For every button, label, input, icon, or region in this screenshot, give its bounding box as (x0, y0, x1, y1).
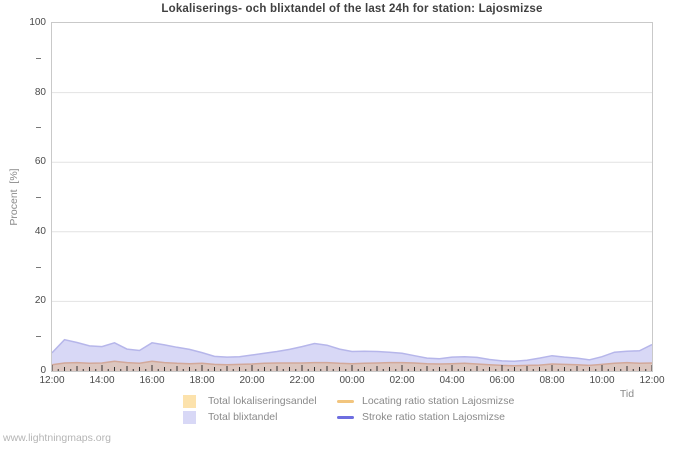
y-tick-label: 60 (34, 156, 46, 168)
x-tick-label: 02:00 (389, 375, 415, 386)
x-tick-label: 14:00 (89, 375, 115, 386)
y-tick-label: 100 (29, 17, 46, 28)
line-locating-ratio (52, 360, 652, 367)
legend-swatch-total-blixtandel (183, 410, 196, 424)
x-tick-label: 08:00 (539, 375, 565, 386)
x-tick-label: 16:00 (139, 375, 165, 386)
legend-row-2: Total blixtandel Stroke ratio station La… (183, 409, 514, 425)
y-tick-label: 20 (34, 295, 46, 307)
y-minor-tick (36, 266, 41, 268)
x-tick-label: 06:00 (489, 375, 515, 386)
y-minor-tick (36, 127, 41, 129)
legend-label-stroke-ratio: Stroke ratio station Lajosmizse (362, 411, 505, 423)
y-axis-tick-labels: 0 20 40 60 80 100 (0, 0, 46, 450)
y-axis-title: Procent [%] (8, 168, 20, 226)
x-tick-label: 12:00 (639, 375, 665, 386)
plot-frame (51, 22, 653, 372)
watermark-text: www.lightningmaps.org (3, 432, 111, 444)
y-minor-tick (36, 57, 41, 59)
x-tick-label: 20:00 (239, 375, 265, 386)
legend-label-locating-ratio: Locating ratio station Lajosmizse (362, 395, 515, 407)
y-minor-tick (36, 197, 41, 198)
legend-swatch-stroke-ratio (337, 415, 354, 419)
legend-label-total-blixtandel: Total blixtandel (208, 411, 278, 423)
x-axis-title: Tid (619, 388, 635, 400)
line-stroke-ratio (52, 338, 652, 363)
x-axis-tick-labels: 12:00 14:00 16:00 18:00 20:00 22:00 00:00 02:00… (0, 375, 700, 389)
y-tick-label: 80 (34, 86, 46, 98)
legend: Total lokaliseringsandel Locating ratio … (183, 393, 514, 425)
x-tick-label: 04:00 (439, 375, 465, 386)
legend-swatch-locating-ratio (337, 399, 354, 403)
legend-row-1: Total lokaliseringsandel Locating ratio … (183, 393, 514, 409)
y-minor-tick (36, 336, 41, 338)
legend-label-total-lokaliseringsandel: Total lokaliseringsandel (208, 395, 317, 407)
y-tick-label: 0 (40, 365, 46, 376)
plot-canvas (52, 92, 652, 371)
x-tick-label: 22:00 (289, 375, 315, 386)
legend-swatch-total-lokaliseringsandel (183, 394, 196, 408)
y-tick-label: 40 (34, 225, 46, 237)
x-tick-label: 12:00 (39, 375, 65, 386)
chart-title: Lokaliserings- och blixtandel of the las… (161, 3, 543, 15)
x-tick-label: 18:00 (189, 375, 215, 386)
x-tick-label: 00:00 (339, 375, 365, 386)
x-tick-label: 10:00 (589, 375, 615, 386)
